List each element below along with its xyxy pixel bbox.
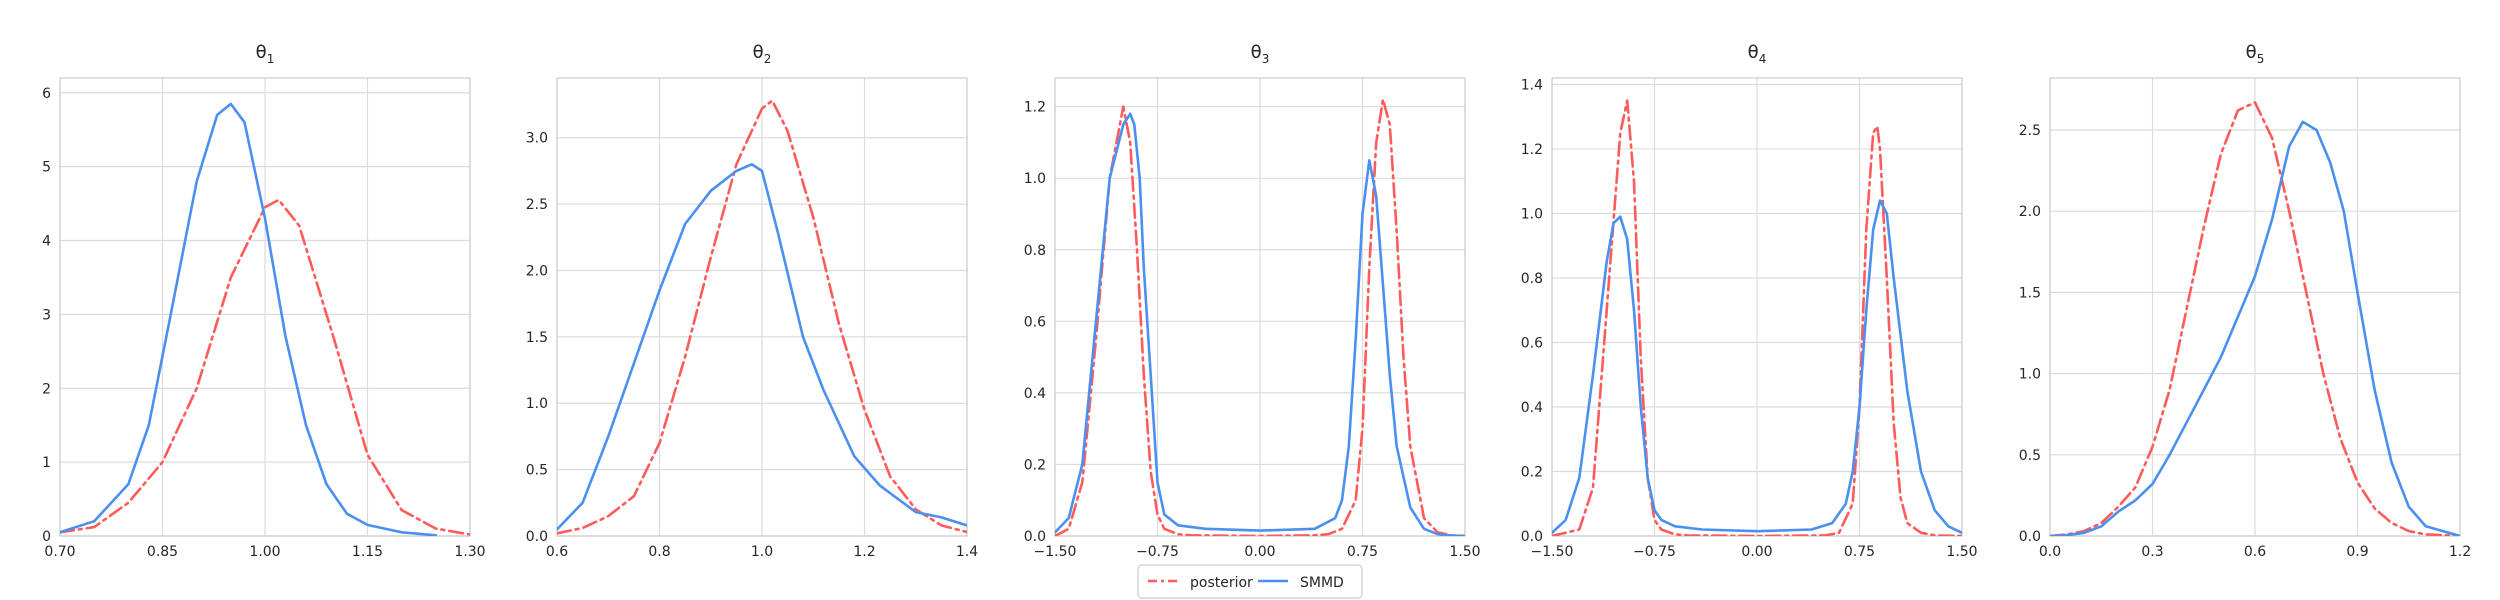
y-tick-label: 0.0: [1024, 529, 1046, 545]
y-tick-label: 0: [42, 529, 51, 545]
x-tick-label: 0.00: [1741, 544, 1772, 560]
plot-frame: [556, 77, 968, 537]
chart-title: θ2: [753, 42, 772, 66]
legend: posterior SMMD: [1137, 564, 1363, 599]
y-tick-label: 3: [42, 307, 51, 323]
y-tick-label: 0.8: [1521, 271, 1543, 287]
y-tick-label: 0.0: [1521, 529, 1543, 545]
y-tick-label: 1.5: [526, 330, 548, 346]
series-line-smmd: [1055, 112, 1465, 536]
y-tick-label: 2: [42, 381, 51, 397]
y-tick-label: 0.4: [1521, 400, 1543, 416]
y-tick-label: 1.0: [1024, 171, 1046, 187]
x-tick-label: 0.6: [546, 544, 568, 560]
y-tick-label: 2.5: [2019, 123, 2041, 139]
series-line-posterior: [557, 99, 967, 535]
series-line-posterior: [1055, 98, 1465, 536]
y-tick-label: 4: [42, 234, 51, 250]
x-tick-label: 1.15: [352, 544, 383, 560]
plot-frame: [2049, 77, 2461, 537]
x-tick-label: 1.50: [1449, 544, 1480, 560]
legend-box: [1137, 564, 1363, 599]
x-tick-label: 0.9: [2346, 544, 2368, 560]
y-tick-label: 2.0: [2019, 204, 2041, 220]
legend-label-posterior: posterior: [1190, 575, 1253, 591]
chart-panel-5: 0.0 0.3 0.6 0.9 1.2 0.0 0.5 1.0 1.5 2.0 2.5 θ5: [2019, 42, 2471, 560]
x-tick-label: 0.85: [147, 544, 178, 560]
y-tick-label: 0.6: [1521, 335, 1543, 351]
y-tick-label: 1.2: [1521, 142, 1543, 158]
x-tick-label: 1.50: [1946, 544, 1977, 560]
x-tick-label: 0.75: [1347, 544, 1378, 560]
y-tick-label: 0.2: [1024, 457, 1046, 473]
x-tick-label: 0.3: [2141, 544, 2163, 560]
y-tick-label: 1.4: [1521, 77, 1543, 93]
chart-panel-1: 0.70 0.85 1.00 1.15 1.30 0 1 2 3 4 5 6 θ1: [42, 42, 486, 560]
y-tick-label: 0.0: [526, 529, 548, 545]
x-tick-label: 0.6: [2244, 544, 2266, 560]
x-tick-label: 1.4: [956, 544, 978, 560]
y-tick-label: 2.0: [526, 263, 548, 279]
x-tick-label: −0.75: [1136, 544, 1179, 560]
y-tick-label: 0.8: [1024, 243, 1046, 259]
y-tick-label: 1: [42, 455, 51, 471]
series-line-smmd: [2050, 120, 2460, 536]
y-tick-label: 0.6: [1024, 314, 1046, 330]
y-tick-label: 1.0: [526, 396, 548, 412]
series-line-smmd: [1552, 199, 1962, 535]
x-tick-label: 1.30: [454, 544, 485, 560]
x-tick-label: −1.50: [1034, 544, 1077, 560]
x-tick-label: −1.50: [1531, 544, 1574, 560]
x-tick-label: 1.00: [249, 544, 280, 560]
y-tick-label: 6: [42, 86, 51, 102]
chart-panel-3: −1.50 −0.75 0.00 0.75 1.50 0.0 0.2 0.4 0.6 0.8 1.0…: [1024, 42, 1481, 560]
x-tick-label: 0.00: [1244, 544, 1275, 560]
series-line-smmd: [557, 163, 967, 531]
series-line-smmd: [60, 102, 438, 536]
series-line-posterior: [60, 198, 470, 536]
series-line-posterior: [1552, 99, 1962, 536]
x-tick-label: 1.2: [2449, 544, 2471, 560]
chart-title: θ4: [1748, 42, 1767, 66]
y-tick-label: 1.2: [1024, 100, 1046, 116]
x-tick-label: 0.0: [2039, 544, 2061, 560]
y-tick-label: 1.0: [1521, 206, 1543, 222]
x-tick-label: 0.8: [648, 544, 670, 560]
y-tick-label: 1.5: [2019, 285, 2041, 301]
y-tick-label: 0.5: [2019, 448, 2041, 464]
chart-title: θ1: [256, 42, 275, 66]
chart-panel-4: −1.50 −0.75 0.00 0.75 1.50 0.0 0.2 0.4 0.6 0.8 1.0…: [1521, 42, 1978, 560]
y-tick-label: 2.5: [526, 197, 548, 213]
y-tick-label: 0.5: [526, 463, 548, 479]
y-tick-label: 0.4: [1024, 386, 1046, 402]
plot-frame: [59, 77, 471, 537]
x-tick-label: 0.70: [44, 544, 75, 560]
x-tick-label: 1.0: [751, 544, 773, 560]
y-tick-label: 5: [42, 160, 51, 176]
y-tick-label: 3.0: [526, 131, 548, 147]
y-tick-label: 0.2: [1521, 464, 1543, 480]
chart-title: θ5: [2246, 42, 2265, 66]
y-tick-label: 0.0: [2019, 529, 2041, 545]
x-tick-label: −0.75: [1633, 544, 1676, 560]
legend-label-smmd: SMMD: [1300, 575, 1344, 591]
y-tick-label: 1.0: [2019, 367, 2041, 383]
x-tick-label: 1.2: [853, 544, 875, 560]
chart-title: θ3: [1251, 42, 1270, 66]
x-tick-label: 0.75: [1844, 544, 1875, 560]
chart-panel-2: 0.6 0.8 1.0 1.2 1.4 0.0 0.5 1.0 1.5 2.0 2.5 3.0 θ2: [526, 42, 978, 560]
series-line-posterior: [2050, 101, 2460, 536]
